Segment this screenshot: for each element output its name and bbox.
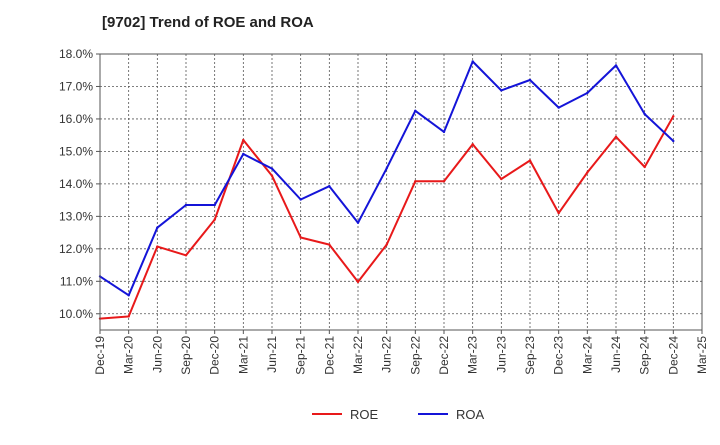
data-point-roa (299, 198, 302, 201)
legend-label-roa: ROA (456, 407, 485, 422)
data-point-roe (328, 243, 331, 246)
x-tick-label: Dec-20 (208, 336, 222, 375)
x-axis: Dec-19 Mar-20 Jun-20 Sep-20 Dec-20 Mar-21 Jun-… (93, 330, 709, 375)
grid-lines (100, 53, 702, 330)
legend-label-roe: ROE (350, 407, 379, 422)
series-lines (98, 60, 675, 320)
x-tick-label: Dec-23 (552, 336, 566, 375)
plot-area (100, 54, 702, 330)
y-tick-label: 11.0% (60, 274, 93, 288)
y-tick-label: 13.0% (59, 209, 93, 223)
data-point-roa (356, 221, 360, 224)
data-point-roa (127, 294, 130, 297)
data-point-roe (442, 180, 446, 183)
data-point-roe (385, 243, 388, 246)
y-tick-label: 10.0% (59, 307, 93, 321)
data-point-roe (213, 218, 216, 221)
data-point-roe (471, 143, 474, 146)
data-point-roa (156, 226, 159, 229)
x-tick-label: Jun-23 (494, 336, 508, 373)
data-point-roe (270, 174, 274, 177)
data-point-roe (643, 165, 646, 169)
x-tick-label: Sep-24 (638, 336, 652, 375)
data-point-roe (414, 180, 417, 183)
data-point-roe (500, 177, 503, 181)
data-point-roe (299, 236, 302, 239)
x-tick-label: Dec-24 (666, 336, 680, 375)
y-axis: 10.0% 11.0% 12.0% 13.0% 14.0% 15.0% 16.0% 17.0%… (59, 47, 100, 321)
x-tick-label: Mar-24 (580, 336, 594, 374)
data-point-roa (414, 109, 417, 113)
data-point-roa (528, 78, 532, 82)
data-point-roa (557, 106, 560, 109)
data-point-roa (385, 167, 388, 170)
x-tick-label: Mar-23 (466, 336, 480, 374)
data-point-roa (213, 203, 216, 207)
data-point-roa (500, 89, 503, 92)
y-tick-label: 18.0% (59, 47, 93, 61)
y-tick-label: 14.0% (59, 177, 93, 191)
data-point-roe (242, 138, 245, 142)
data-point-roe (586, 171, 589, 174)
y-tick-label: 16.0% (59, 112, 93, 126)
x-tick-label: Jun-21 (265, 336, 279, 373)
x-tick-label: Sep-23 (523, 336, 537, 375)
data-point-roe (156, 245, 159, 248)
y-tick-label: 12.0% (59, 242, 93, 256)
x-tick-label: Mar-20 (122, 336, 136, 374)
y-tick-label: 15.0% (59, 144, 93, 158)
data-point-roa (242, 152, 245, 156)
legend: ROE ROA (312, 407, 485, 422)
x-tick-label: Dec-22 (437, 336, 451, 375)
y-tick-label: 17.0% (59, 79, 93, 93)
x-tick-label: Jun-24 (609, 336, 623, 373)
data-point-roe (614, 135, 618, 138)
data-point-roa (442, 130, 446, 134)
x-tick-label: Jun-20 (150, 336, 164, 373)
data-point-roe (528, 159, 532, 162)
data-point-roa (614, 64, 618, 67)
data-point-roa (672, 139, 675, 143)
data-point-roa (328, 185, 331, 188)
x-tick-label: Sep-20 (179, 336, 193, 375)
data-point-roe (672, 115, 675, 118)
x-tick-label: Dec-19 (93, 336, 107, 375)
plot-frame (99, 53, 703, 331)
data-point-roa (471, 60, 474, 63)
x-tick-label: Jun-22 (380, 336, 394, 373)
data-point-roa (184, 203, 188, 207)
x-tick-label: Mar-21 (236, 336, 250, 374)
data-point-roe (356, 280, 360, 284)
x-tick-label: Mar-25 (695, 336, 709, 374)
x-tick-label: Sep-21 (294, 336, 308, 375)
x-tick-label: Mar-22 (351, 336, 365, 374)
data-point-roa (586, 91, 589, 95)
data-point-roa (643, 112, 646, 116)
data-point-roe (127, 315, 130, 318)
chart-title: [9702] Trend of ROE and ROA (102, 14, 314, 31)
data-point-roe (557, 211, 560, 215)
data-point-roe (184, 254, 188, 257)
x-tick-label: Sep-22 (408, 336, 422, 375)
data-point-roa (270, 167, 274, 170)
x-tick-label: Dec-21 (322, 336, 336, 375)
